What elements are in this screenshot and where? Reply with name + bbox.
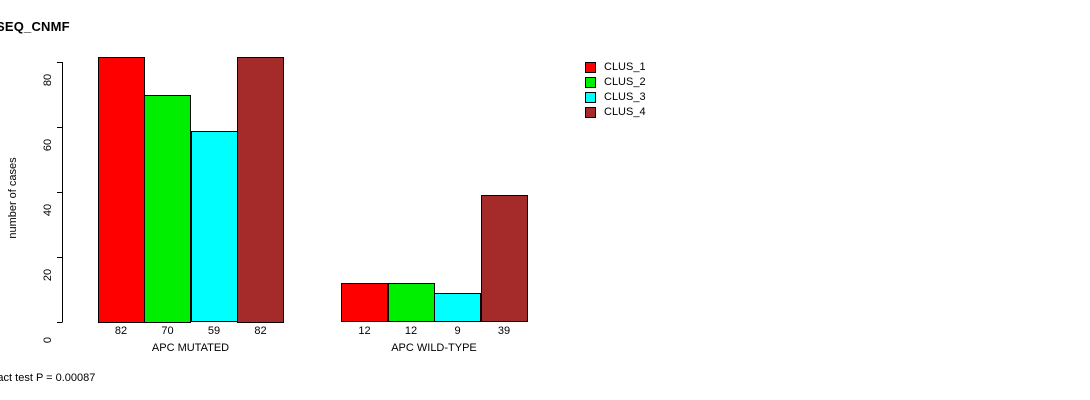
bar-group1-clus3[interactable] [190, 130, 238, 323]
bar-group2-clus3[interactable] [434, 292, 481, 322]
bar-group1-clus1[interactable] [97, 56, 145, 323]
bar-value-group1-clus1: 82 [114, 325, 128, 337]
bar-value-group2-clus4: 39 [497, 325, 511, 337]
bar-value-group2-clus2: 12 [404, 325, 418, 337]
legend-label-clus-2: CLUS_2 [604, 76, 646, 88]
y-tick-label-40: 40 [42, 203, 54, 217]
bar-group2-clus4[interactable] [480, 195, 528, 322]
group-label-apc-wild-type: APC WILD-TYPE [391, 342, 477, 354]
y-tick-label-0: 0 [42, 336, 54, 344]
bar-value-group2-clus3: 9 [454, 325, 461, 337]
legend-label-clus-3: CLUS_3 [604, 91, 646, 103]
bar-value-group1-clus3: 59 [207, 325, 221, 337]
bar-group2-clus2[interactable] [387, 283, 435, 322]
y-axis-title: number of cases [7, 157, 19, 239]
y-tick-label-80: 80 [42, 73, 54, 87]
bar-value-group2-clus1: 12 [358, 325, 371, 337]
group-label-apc-mutated: APC MUTATED [151, 342, 230, 354]
y-tick-label-60: 60 [42, 138, 54, 152]
y-tick-label-20: 20 [42, 268, 54, 282]
legend-swatch-icon-clus-2 [585, 77, 596, 88]
bar-group1-clus4[interactable] [237, 56, 284, 323]
fisher-test-annotation: Fisher's exact test P = 0.00087 [0, 372, 96, 384]
bar-group1-clus2[interactable] [144, 95, 191, 323]
bar-group2-clus1[interactable] [341, 283, 388, 322]
bar-value-group1-clus2: 70 [161, 325, 174, 337]
bar-value-group1-clus4: 82 [254, 325, 267, 337]
legend-swatch-icon-clus-1 [585, 62, 596, 73]
legend-label-clus-1: CLUS_1 [604, 61, 646, 73]
page-title: MRNASEQ_CNMF [0, 19, 70, 34]
legend-label-clus-4: CLUS_4 [604, 106, 646, 118]
legend-swatch-icon-clus-4 [585, 107, 596, 118]
legend-swatch-icon-clus-3 [585, 92, 596, 103]
